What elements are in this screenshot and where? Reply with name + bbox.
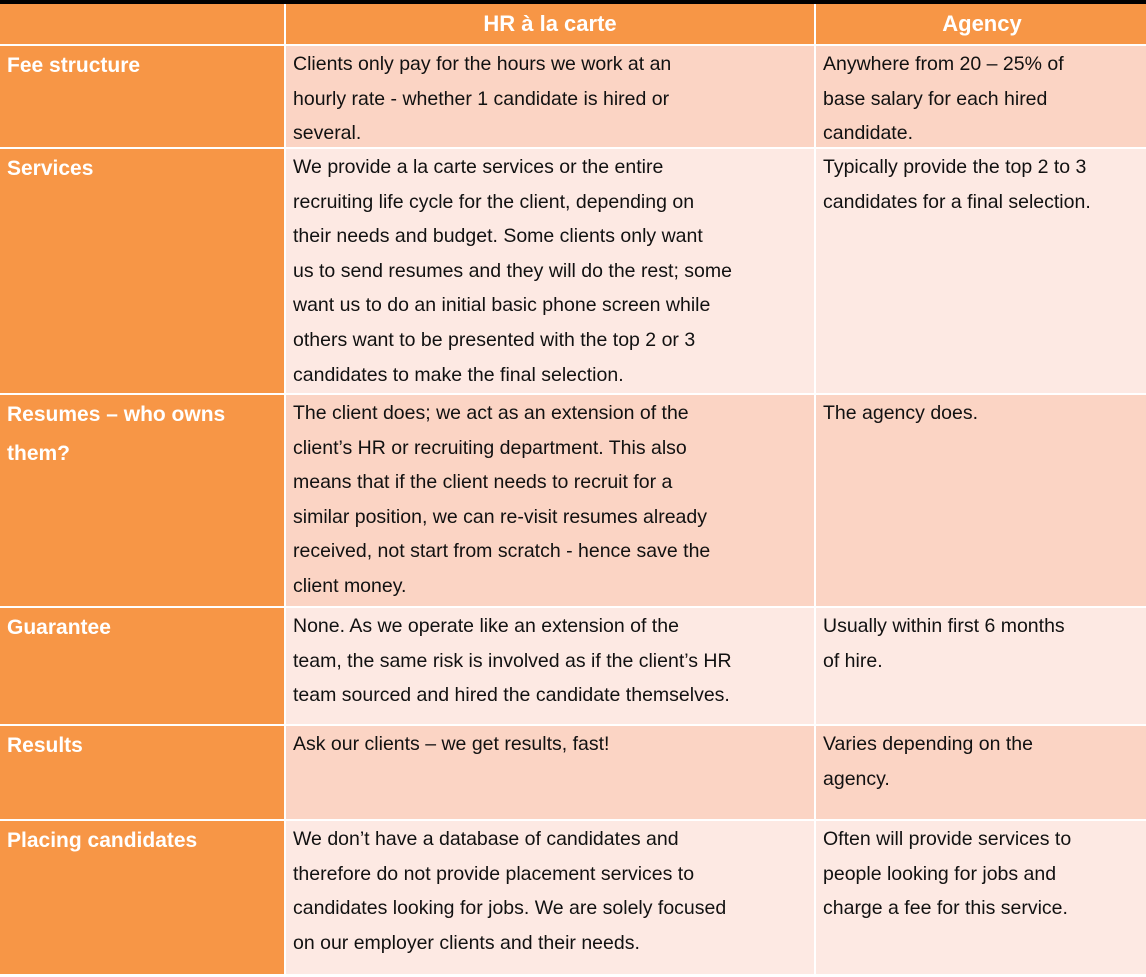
row-label-line: them? [7, 442, 70, 465]
agency-cell-line: candidate. [823, 122, 913, 145]
agency-cell: Usually within first 6 months of hire. [816, 608, 1146, 724]
hr-cell-line: client money. [293, 574, 407, 597]
agency-cell-line: Varies depending on the [823, 733, 1033, 755]
comparison-table: HR à la carte Agency Fee structure Client… [0, 4, 1146, 974]
agency-cell-line: The agency does. [823, 402, 979, 424]
header-corner [0, 4, 284, 44]
agency-cell-line: charge a fee for this service. [823, 897, 1068, 920]
agency-cell: Typically provide the top 2 to 3 candidat… [816, 149, 1146, 393]
hr-cell: Clients only pay for the hours we work a… [286, 46, 814, 147]
hr-cell-line: candidates to make the final selection. [293, 363, 624, 386]
hr-cell: We provide a la carte services or the en… [286, 149, 814, 393]
row-label: Fee structure [0, 46, 284, 147]
row-label-line: Resumes – who owns [7, 403, 226, 426]
hr-cell: We don’t have a database of candidates a… [286, 821, 814, 974]
hr-cell-line: None. As we operate like an extension of… [293, 615, 679, 637]
hr-cell-line: on our employer clients and their needs. [293, 931, 640, 954]
agency-cell-line: base salary for each hired [823, 87, 1048, 110]
agency-cell: Anywhere from 20 – 25% of base salary for… [816, 46, 1146, 147]
hr-cell-line: similar position, we can re-visit resume… [293, 505, 707, 528]
hr-cell-line: candidates looking for jobs. We are sole… [293, 897, 727, 920]
hr-cell-line: We provide a la carte services or the en… [293, 156, 664, 178]
row-label: Results [0, 726, 284, 819]
hr-cell: Ask our clients – we get results, fast! [286, 726, 814, 819]
hr-cell-line: us to send resumes and they will do the … [293, 259, 732, 282]
hr-cell-line: Ask our clients – we get results, fast! [293, 733, 610, 755]
header-agency: Agency [816, 4, 1146, 44]
hr-cell-line: others want to be presented with the top… [293, 328, 696, 351]
row-label-line: Results [7, 734, 83, 757]
hr-cell-line: client’s HR or recruiting department. Th… [293, 436, 687, 459]
row-label-line: Placing candidates [7, 829, 198, 852]
agency-cell-line: Typically provide the top 2 to 3 [823, 156, 1087, 178]
agency-cell-line: Often will provide services to [823, 828, 1072, 850]
hr-cell: None. As we operate like an extension of… [286, 608, 814, 724]
hr-cell-line: We don’t have a database of candidates a… [293, 828, 679, 850]
agency-cell-line: candidates for a final selection. [823, 190, 1091, 213]
row-label: Guarantee [0, 608, 284, 724]
row-label: Services [0, 149, 284, 393]
hr-cell-line: team, the same risk is involved as if th… [293, 649, 732, 672]
agency-cell-line: of hire. [823, 649, 883, 672]
hr-cell-line: The client does; we act as an extension … [293, 402, 689, 424]
hr-cell-line: several. [293, 122, 362, 145]
agency-cell-line: Anywhere from 20 – 25% of [823, 53, 1064, 75]
hr-cell-line: hourly rate - whether 1 candidate is hir… [293, 87, 670, 110]
hr-cell-line: team sourced and hired the candidate the… [293, 684, 730, 707]
agency-cell-line: agency. [823, 767, 890, 790]
hr-cell-line: recruiting life cycle for the client, de… [293, 190, 695, 213]
row-label: Placing candidates [0, 821, 284, 974]
row-label-line: Fee structure [7, 54, 141, 77]
agency-cell-line: people looking for jobs and [823, 862, 1057, 885]
hr-cell-line: means that if the client needs to recrui… [293, 471, 673, 494]
header-hr-a-la-carte: HR à la carte [286, 4, 814, 44]
hr-cell-line: received, not start from scratch - hence… [293, 540, 711, 563]
hr-cell-line: their needs and budget. Some clients onl… [293, 225, 703, 248]
row-label: Resumes – who owns them? [0, 395, 284, 606]
top-bar [0, 0, 1146, 4]
hr-cell: The client does; we act as an extension … [286, 395, 814, 606]
hr-cell-line: Clients only pay for the hours we work a… [293, 53, 672, 75]
agency-cell: Often will provide services to people loo… [816, 821, 1146, 974]
agency-cell-line: Usually within first 6 months [823, 615, 1065, 637]
row-label-line: Guarantee [7, 616, 111, 639]
row-label-line: Services [7, 157, 94, 180]
hr-cell-line: therefore do not provide placement servi… [293, 862, 695, 885]
agency-cell: The agency does. [816, 395, 1146, 606]
hr-cell-line: want us to do an initial basic phone scr… [293, 294, 711, 317]
agency-cell: Varies depending on the agency. [816, 726, 1146, 819]
